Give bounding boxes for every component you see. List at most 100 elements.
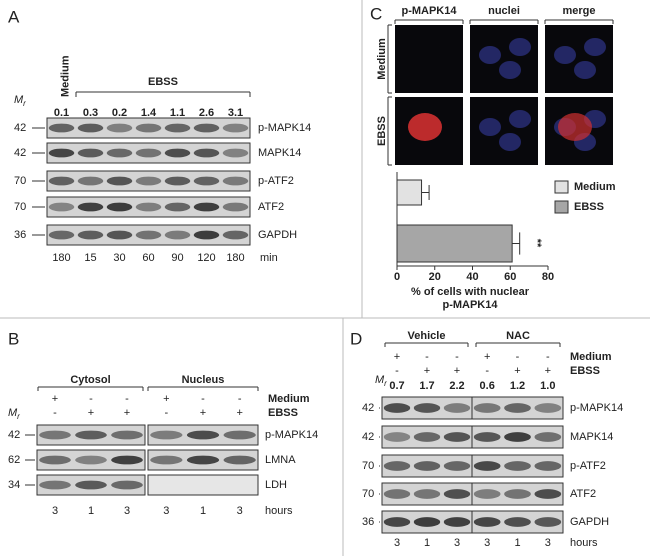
treatment-sign: - bbox=[53, 407, 57, 419]
time-label: 180 bbox=[226, 252, 244, 264]
treatment-sign: + bbox=[163, 393, 169, 405]
mr-symbol: M bbox=[375, 374, 385, 386]
treatment-sign: + bbox=[545, 365, 551, 377]
nucleus-stain bbox=[574, 61, 596, 79]
ratio-label: 1.0 bbox=[540, 380, 555, 392]
protein-label: GAPDH bbox=[258, 229, 297, 241]
blot-band bbox=[75, 480, 107, 490]
treatment-sign: + bbox=[236, 407, 242, 419]
blot-band bbox=[383, 489, 411, 499]
blot-band bbox=[75, 455, 107, 465]
treatment-sign: - bbox=[425, 351, 429, 363]
protein-label: ATF2 bbox=[570, 488, 596, 500]
treatment-sign: - bbox=[164, 407, 168, 419]
x-tick-label: 40 bbox=[466, 271, 478, 283]
treatment-sign: - bbox=[485, 365, 489, 377]
blot-band bbox=[77, 123, 104, 133]
bar bbox=[396, 224, 513, 263]
condition-label: EBSS bbox=[268, 407, 298, 419]
panel-label: B bbox=[8, 329, 19, 348]
blot-band bbox=[504, 461, 531, 471]
blot bbox=[147, 474, 259, 496]
mr-symbol: M bbox=[14, 94, 24, 106]
mw-label: 62 bbox=[8, 454, 20, 466]
blot-band bbox=[193, 230, 220, 240]
blot-band bbox=[222, 230, 249, 240]
blot-band bbox=[135, 123, 162, 133]
blot-band bbox=[48, 123, 75, 133]
nucleus-stain bbox=[499, 133, 521, 151]
time-label: 60 bbox=[142, 252, 154, 264]
mr-label: Mr bbox=[8, 407, 20, 421]
group-label: NAC bbox=[506, 330, 530, 342]
blot-band bbox=[504, 489, 531, 499]
mr-label: Mr bbox=[14, 94, 26, 108]
nucleus-stain bbox=[509, 110, 531, 128]
blot-band bbox=[39, 455, 71, 465]
treatment-sign: - bbox=[238, 393, 242, 405]
blot-band bbox=[164, 176, 191, 186]
legend-swatch bbox=[554, 200, 569, 214]
blot-band bbox=[77, 202, 104, 212]
blot-band bbox=[111, 430, 143, 440]
blot-band bbox=[534, 432, 562, 442]
treatment-sign: + bbox=[88, 407, 94, 419]
condition-label: Medium bbox=[570, 351, 612, 363]
blot-band bbox=[222, 202, 249, 212]
nucleus-stain bbox=[554, 46, 576, 64]
mw-label: 70 bbox=[14, 175, 26, 187]
blot-band bbox=[504, 403, 531, 413]
blot-band bbox=[504, 517, 531, 527]
treatment-sign: + bbox=[514, 365, 520, 377]
panel-label: A bbox=[8, 7, 20, 26]
time-label: 15 bbox=[84, 252, 96, 264]
treatment-sign: - bbox=[546, 351, 550, 363]
treatment-sign: + bbox=[454, 365, 460, 377]
blot-band bbox=[135, 148, 162, 158]
ratio-label: 1.2 bbox=[510, 380, 525, 392]
blot-band bbox=[413, 432, 441, 442]
blot-band bbox=[443, 517, 471, 527]
x-axis-label: p-MAPK14 bbox=[442, 299, 498, 311]
treatment-sign: - bbox=[125, 393, 129, 405]
column-label: merge bbox=[562, 5, 595, 17]
blot-band bbox=[383, 403, 411, 413]
time-label: 1 bbox=[200, 505, 206, 517]
time-label: 3 bbox=[52, 505, 58, 517]
blot-band bbox=[193, 202, 220, 212]
blot-band bbox=[473, 489, 501, 499]
blot-band bbox=[77, 148, 104, 158]
mapk14-stain bbox=[408, 113, 442, 141]
protein-label: ATF2 bbox=[258, 201, 284, 213]
mapk14-stain bbox=[558, 113, 592, 141]
protein-label: p-ATF2 bbox=[570, 460, 606, 472]
blot-band bbox=[473, 403, 501, 413]
blot-band bbox=[164, 230, 191, 240]
blot-band bbox=[106, 202, 133, 212]
blot-band bbox=[222, 123, 249, 133]
ratio-label: 1.1 bbox=[170, 107, 185, 119]
blot-band bbox=[534, 461, 562, 471]
blot-band bbox=[39, 430, 71, 440]
ratio-label: 0.6 bbox=[480, 380, 495, 392]
mr-label: Mr bbox=[375, 374, 387, 388]
treatment-sign: + bbox=[200, 407, 206, 419]
treatment-sign: - bbox=[516, 351, 520, 363]
condition-label: EBSS bbox=[148, 76, 178, 88]
ratio-label: 2.2 bbox=[449, 380, 464, 392]
time-label: 1 bbox=[88, 505, 94, 517]
blot-band bbox=[48, 176, 75, 186]
blot-band bbox=[413, 461, 441, 471]
blot-band bbox=[135, 176, 162, 186]
blot-band bbox=[193, 123, 220, 133]
blot-band bbox=[106, 230, 133, 240]
treatment-sign: - bbox=[395, 365, 399, 377]
protein-label: p-MAPK14 bbox=[258, 122, 311, 134]
blot-band bbox=[222, 176, 249, 186]
blot-band bbox=[75, 430, 107, 440]
condition-label: Medium bbox=[59, 55, 71, 97]
treatment-sign: + bbox=[424, 365, 430, 377]
blot-band bbox=[111, 455, 143, 465]
legend-label: Medium bbox=[574, 181, 616, 193]
